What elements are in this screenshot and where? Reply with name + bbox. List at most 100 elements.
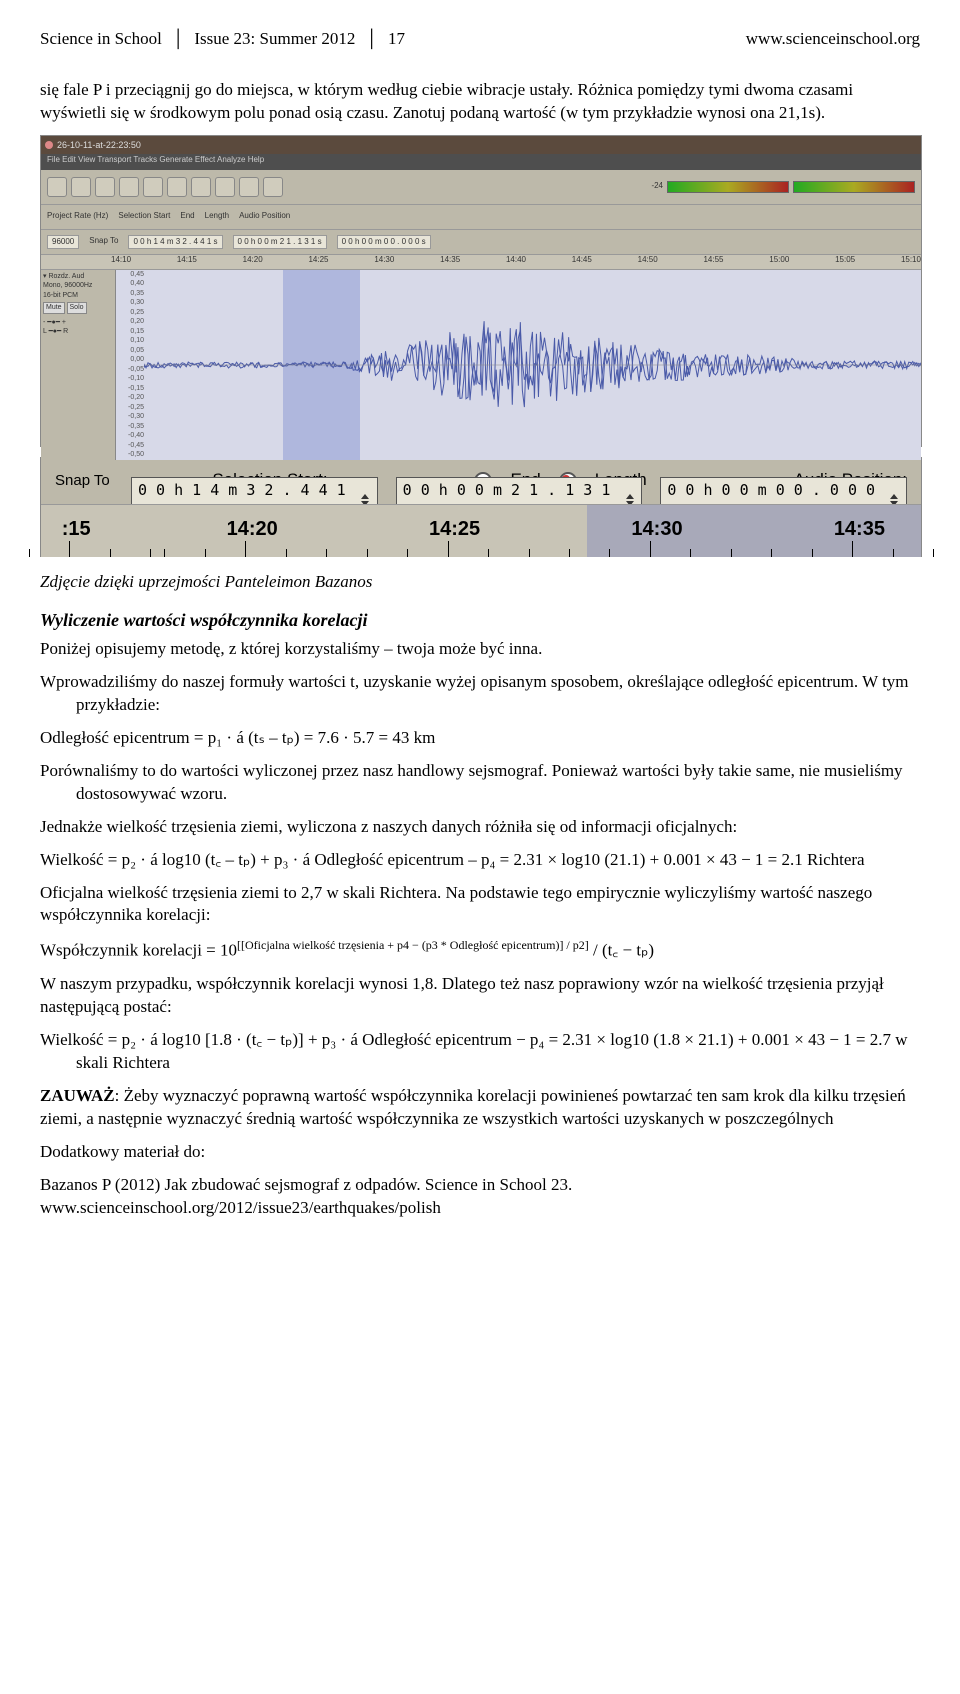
- draw-tool-button[interactable]: [239, 177, 259, 197]
- skip-end-button[interactable]: [143, 177, 163, 197]
- ruler-tick-label: 14:35: [834, 516, 885, 543]
- close-icon[interactable]: [45, 141, 53, 149]
- snap-to-label: Snap To: [89, 236, 118, 247]
- pause-button[interactable]: [47, 177, 67, 197]
- body-para: Porównaliśmy to do wartości wyliczonej p…: [76, 760, 920, 806]
- section-heading: Wyliczenie wartości współczynnika korela…: [40, 608, 920, 632]
- mute-button[interactable]: Mute: [43, 302, 65, 313]
- footer-citation: Bazanos P (2012) Jak zbudować sejsmograf…: [40, 1174, 920, 1220]
- audacity-window-screenshot: 26-10-11-at-22:23:50 File Edit View Tran…: [40, 135, 922, 447]
- envelope-tool-button[interactable]: [215, 177, 235, 197]
- ruler-tick: [569, 549, 570, 557]
- y-tick: -0,40: [116, 431, 144, 440]
- track-header[interactable]: ▾ Rozdz. Aud Mono, 96000Hz 16-bit PCM Mu…: [41, 270, 116, 460]
- y-tick: -0,05: [116, 365, 144, 374]
- text-run: : Żeby wyznaczyć poprawną wartość współc…: [40, 1086, 906, 1128]
- y-tick: -0,15: [116, 384, 144, 393]
- ruler-tick: [150, 549, 151, 557]
- timeline-ruler[interactable]: 14:1014:1514:2014:2514:3014:3514:4014:45…: [41, 255, 921, 270]
- ruler-tick: [164, 549, 165, 557]
- y-tick: 0,00: [116, 355, 144, 364]
- waveform-area[interactable]: 0,450,400,350,300,250,200,150,100,050,00…: [116, 270, 921, 460]
- ruler-tick: [110, 549, 111, 557]
- ruler-tick: [771, 549, 772, 557]
- ruler-tick-label: 14:20: [227, 516, 278, 543]
- y-tick: 0,40: [116, 279, 144, 288]
- zoom-tool-button[interactable]: [263, 177, 283, 197]
- timeline-tick: 14:55: [703, 255, 723, 269]
- audio-track: ▾ Rozdz. Aud Mono, 96000Hz 16-bit PCM Mu…: [41, 270, 921, 460]
- timeline-tick: 15:10: [901, 255, 921, 269]
- ruler-zoom[interactable]: :1514:2014:2514:3014:35: [41, 504, 921, 557]
- selection-start-label: Selection Start: [118, 211, 170, 222]
- y-tick: -0,30: [116, 412, 144, 421]
- length-field[interactable]: 0 0 h 0 0 m 2 1 . 1 3 1 s: [233, 235, 327, 249]
- ruler-tick: [933, 549, 934, 557]
- timeline-tick: 14:30: [374, 255, 394, 269]
- ruler-tick: [245, 541, 246, 557]
- project-rate-label: Project Rate (Hz): [47, 211, 108, 222]
- ruler-tick: [448, 541, 449, 557]
- skip-start-button[interactable]: [119, 177, 139, 197]
- ruler-tick: [690, 549, 691, 557]
- body-para: Oficjalna wielkość trzęsienia ziemi to 2…: [40, 882, 920, 928]
- sep-icon: │: [366, 29, 378, 48]
- body-para: ZAUWAŻ: Żeby wyznaczyć poprawną wartość …: [40, 1085, 920, 1131]
- note-label: ZAUWAŻ: [40, 1086, 115, 1105]
- body-para: Jednakże wielkość trzęsienia ziemi, wyli…: [76, 816, 920, 839]
- ruler-tick: [367, 549, 368, 557]
- header-url: www.scienceinschool.org: [746, 28, 920, 51]
- header-left: Science in School │ Issue 23: Summer 201…: [40, 28, 405, 51]
- body-para: Wielkość = p₂ · á log10 (t꜀ – tₚ) + p₃ ·…: [76, 849, 920, 872]
- timeline-tick: 15:00: [769, 255, 789, 269]
- ruler-tick: [731, 549, 732, 557]
- image-caption: Zdjęcie dzięki uprzejmości Panteleimon B…: [40, 571, 920, 594]
- footer-block: Dodatkowy materiał do: Bazanos P (2012) …: [40, 1141, 920, 1220]
- pan-slider[interactable]: L ━●━ R: [43, 327, 113, 336]
- y-tick: -0,20: [116, 393, 144, 402]
- body-para: W naszym przypadku, współczynnik korelac…: [40, 973, 920, 1019]
- ruler-tick-label: 14:30: [631, 516, 682, 543]
- timeline-tick: 14:50: [638, 255, 658, 269]
- y-tick: 0,35: [116, 289, 144, 298]
- journal-name: Science in School: [40, 29, 162, 48]
- audio-position-field[interactable]: 0 0 h 0 0 m 0 0 . 0 0 0 s: [337, 235, 431, 249]
- ruler-tick: [326, 549, 327, 557]
- play-button[interactable]: [71, 177, 91, 197]
- ruler-tick: [29, 549, 30, 557]
- stop-button[interactable]: [95, 177, 115, 197]
- ruler-tick: [893, 549, 894, 557]
- gain-slider[interactable]: - ━●━ +: [43, 318, 113, 327]
- selection-tool-button[interactable]: [191, 177, 211, 197]
- timeline-tick: 14:25: [308, 255, 328, 269]
- y-axis: 0,450,400,350,300,250,200,150,100,050,00…: [116, 270, 146, 460]
- ruler-tick: [69, 541, 70, 557]
- y-tick: 0,10: [116, 336, 144, 345]
- level-meter-right: [793, 181, 915, 193]
- y-tick: -0,50: [116, 450, 144, 459]
- ruler-tick: [609, 549, 610, 557]
- sep-icon: │: [172, 29, 184, 48]
- timeline-tick: 15:05: [835, 255, 855, 269]
- body-para: Wielkość = p₂ · á log10 [1.8 · (t꜀ − tₚ)…: [76, 1029, 920, 1075]
- ruler-tick: [488, 549, 489, 557]
- menu-bar[interactable]: File Edit View Transport Tracks Generate…: [41, 154, 921, 170]
- body-para: Wprowadziliśmy do naszej formuły wartośc…: [76, 671, 920, 717]
- track-name: ▾ Rozdz. Aud: [43, 272, 113, 281]
- y-tick: -0,25: [116, 403, 144, 412]
- page-number: 17: [388, 29, 405, 48]
- record-button[interactable]: [167, 177, 187, 197]
- selection-start-field[interactable]: 0 0 h 1 4 m 3 2 . 4 4 1 s: [128, 235, 222, 249]
- window-title: 26-10-11-at-22:23:50: [57, 139, 141, 151]
- y-tick: 0,30: [116, 298, 144, 307]
- project-rate-field[interactable]: 96000: [47, 235, 79, 249]
- body-para: Poniżej opisujemy metodę, z której korzy…: [40, 638, 920, 661]
- solo-button[interactable]: Solo: [67, 302, 87, 313]
- timeline-tick: 14:15: [177, 255, 197, 269]
- body-para: Odległość epicentrum = p₁ · á (tₛ – tₚ) …: [40, 727, 920, 750]
- ruler-tick-label: :15: [62, 516, 91, 543]
- meter-label: -24: [651, 181, 663, 192]
- info-bar: Project Rate (Hz) Selection Start End Le…: [41, 205, 921, 230]
- track-bits: 16-bit PCM: [43, 291, 113, 300]
- footer-line: Dodatkowy materiał do:: [40, 1141, 920, 1164]
